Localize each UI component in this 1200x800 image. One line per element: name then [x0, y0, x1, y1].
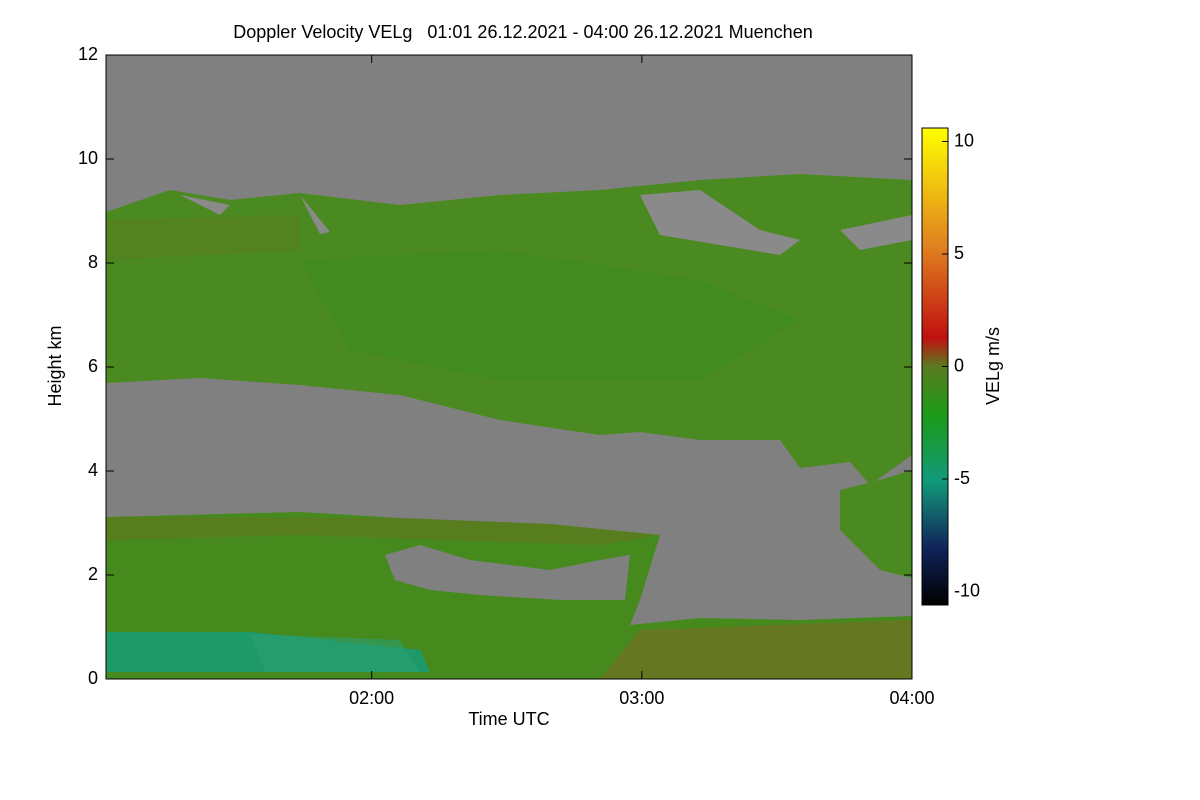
- colorbar-tick-label: 10: [954, 130, 974, 150]
- y-tick-label: 4: [88, 460, 98, 480]
- x-axis-label: Time UTC: [468, 709, 549, 729]
- chart-title: Doppler Velocity VELg 01:01 26.12.2021 -…: [233, 22, 812, 42]
- x-tick-label: 02:00: [349, 688, 394, 708]
- colorbar-tick-label: 5: [954, 243, 964, 263]
- colorbar-tick-label: 0: [954, 355, 964, 375]
- x-tick-label: 03:00: [619, 688, 664, 708]
- y-tick-label: 6: [88, 356, 98, 376]
- velocity-field: [106, 55, 912, 679]
- y-tick-label: 2: [88, 564, 98, 584]
- colorbar-tick-label: -10: [954, 580, 980, 600]
- colorbar-label: VELg m/s: [983, 327, 1003, 405]
- y-axis-label: Height km: [45, 325, 65, 406]
- y-tick-label: 10: [78, 148, 98, 168]
- x-tick-label: 04:00: [889, 688, 934, 708]
- y-tick-label: 0: [88, 668, 98, 688]
- y-tick-label: 12: [78, 44, 98, 64]
- y-tick-label: 8: [88, 252, 98, 272]
- colorbar-tick-label: -5: [954, 468, 970, 488]
